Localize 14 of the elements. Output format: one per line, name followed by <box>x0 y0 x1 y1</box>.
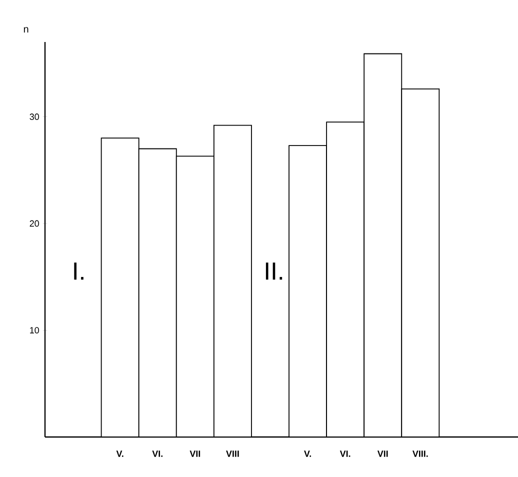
text: I. <box>74 262 84 280</box>
x-tick-label: VII <box>377 450 388 457</box>
y-tick-label: 20 <box>30 220 40 227</box>
y-axis-title: n <box>24 27 28 32</box>
x-tick-label: V. <box>304 450 311 457</box>
x-tick-label: VI. <box>340 450 350 457</box>
y-tick-label: 10 <box>30 327 40 334</box>
annotation: II. <box>266 262 282 280</box>
y-tick-label: 30 <box>30 114 40 120</box>
x-tick-label: VIII <box>226 450 239 457</box>
x-tick-label: VI. <box>152 450 162 457</box>
x-tick-label: V. <box>116 450 124 457</box>
x-tick-label: VIII. <box>412 450 428 457</box>
x-tick-label: VII <box>190 450 200 457</box>
